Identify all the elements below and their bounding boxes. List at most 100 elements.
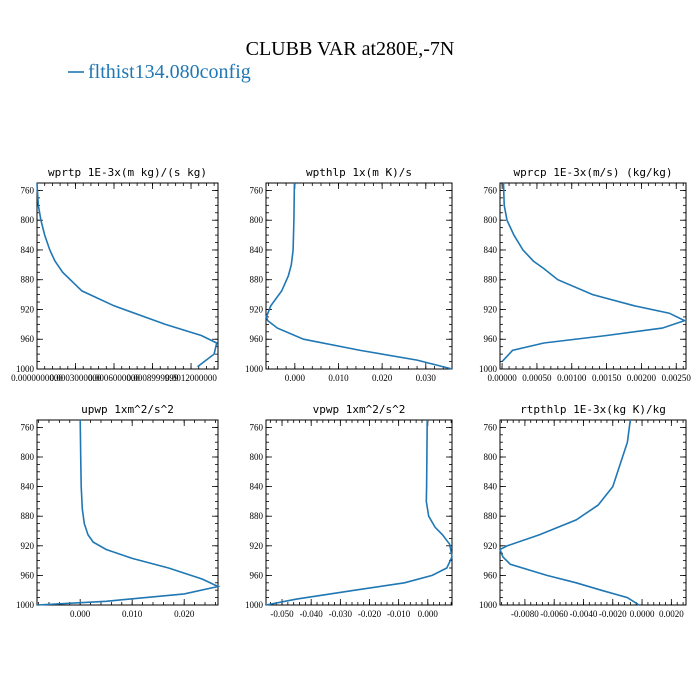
y-tick-label: 800 [250, 452, 264, 462]
panel-6: rtpthlp 1E-3x(kg K)/kg 760 800 840 880 920 960… [479, 403, 687, 619]
y-tick-label: 960 [484, 334, 498, 344]
y-tick-label: 760 [484, 422, 498, 432]
y-tick-label: 840 [250, 482, 264, 492]
x-tick-label: -0.0080 [511, 609, 539, 619]
y-tick-label: 1000 [245, 364, 264, 374]
y-tick-label: 1000 [16, 600, 35, 610]
y-tick-label: 800 [250, 215, 264, 225]
y-tick-label: 920 [250, 304, 264, 314]
y-tick-label: 960 [250, 570, 264, 580]
x-tick-label: 0.030 [416, 373, 437, 383]
x-tick-label: 0.00050 [522, 373, 552, 383]
panel-1: wprtp 1E-3x(m kg)/(s kg) 760 800 840 880 920 9… [11, 166, 219, 383]
y-tick-label: 1000 [16, 364, 35, 374]
y-tick-label: 880 [250, 511, 264, 521]
y-tick-label: 840 [484, 245, 498, 255]
y-tick-label: 840 [21, 245, 35, 255]
panel-title: upwp 1xm^2/s^2 [81, 403, 174, 416]
y-tick-label: 920 [484, 541, 498, 551]
legend: flthist134.080config [68, 61, 251, 83]
x-tick-label: -0.030 [329, 609, 353, 619]
plot-frame [265, 419, 453, 606]
x-tick-label: 0.020 [372, 373, 393, 383]
x-tick-label: 0.000 [285, 373, 306, 383]
y-tick-label: 960 [21, 334, 35, 344]
y-tick-label: 960 [250, 334, 264, 344]
panel-title: wprtp 1E-3x(m kg)/(s kg) [48, 166, 207, 179]
x-tick-label: 0.00250 [662, 373, 692, 383]
plot-frame [499, 182, 687, 370]
x-tick-label: 0.0008999999 [127, 373, 179, 383]
x-tick-label: 0.00000 [487, 373, 517, 383]
y-tick-label: 1000 [479, 600, 498, 610]
figure-title: CLUBB VAR at280E,-7N [246, 38, 455, 60]
y-tick-label: 960 [484, 570, 498, 580]
x-tick-label: 0.010 [328, 373, 349, 383]
x-tick-label: 0.0000000000 [11, 373, 63, 383]
x-tick-label: 0.00150 [592, 373, 622, 383]
y-tick-label: 920 [250, 541, 264, 551]
profile-line [36, 419, 221, 606]
y-tick-label: 960 [21, 570, 35, 580]
x-tick-label: 0.0003000000 [50, 373, 102, 383]
y-tick-label: 920 [21, 304, 35, 314]
panel-title: wpthlp 1x(m K)/s [306, 166, 412, 179]
x-tick-label: 0.0006000000 [88, 373, 140, 383]
y-tick-label: 880 [484, 511, 498, 521]
profile-line [265, 419, 453, 606]
y-tick-label: 1000 [245, 600, 264, 610]
plot-frame [36, 182, 219, 370]
panel-5: vpwp 1xm^2/s^2 760 800 840 880 920 960 1000 -0.0… [245, 403, 453, 619]
profile-line [498, 419, 640, 606]
x-tick-label: 0.00100 [557, 373, 587, 383]
y-tick-label: 880 [250, 275, 264, 285]
y-tick-label: 880 [484, 275, 498, 285]
x-tick-label: -0.040 [300, 609, 324, 619]
profile-line [265, 182, 453, 370]
panels: wprtp 1E-3x(m kg)/(s kg) 760 800 840 880 920 9… [11, 166, 691, 619]
y-tick-label: 800 [21, 452, 35, 462]
x-tick-label: 0.000 [70, 609, 91, 619]
panel-title: wprcp 1E-3x(m/s) (kg/kg) [514, 166, 673, 179]
profile-line [501, 182, 687, 363]
x-tick-label: -0.0060 [540, 609, 568, 619]
y-tick-label: 800 [21, 215, 35, 225]
y-tick-label: 880 [21, 511, 35, 521]
y-tick-label: 840 [21, 482, 35, 492]
y-tick-label: 800 [484, 452, 498, 462]
x-tick-label: 0.020 [174, 609, 195, 619]
panel-title: vpwp 1xm^2/s^2 [313, 403, 406, 416]
y-tick-label: 920 [484, 304, 498, 314]
x-tick-label: 0.0020 [659, 609, 684, 619]
x-tick-label: -0.050 [270, 609, 294, 619]
y-tick-label: 840 [250, 245, 264, 255]
x-tick-label: 0.00200 [627, 373, 657, 383]
x-tick-label: 0.010 [122, 609, 143, 619]
panel-4: upwp 1xm^2/s^2 760 800 840 880 920 960 1000 0.00… [16, 403, 221, 619]
x-tick-label: 0.0000 [630, 609, 655, 619]
plot-frame [499, 419, 687, 606]
x-tick-label: -0.020 [358, 609, 382, 619]
y-tick-label: 760 [21, 422, 35, 432]
y-tick-label: 920 [21, 541, 35, 551]
panel-3: wprcp 1E-3x(m/s) (kg/kg) 760 800 840 880 920 9… [479, 166, 691, 383]
y-tick-label: 840 [484, 482, 498, 492]
x-tick-label: 0.000 [418, 609, 439, 619]
y-tick-label: 880 [21, 275, 35, 285]
plot-frame [265, 182, 453, 370]
y-tick-label: 800 [484, 215, 498, 225]
y-tick-label: 760 [250, 185, 264, 195]
profile-line [36, 182, 218, 368]
y-tick-label: 760 [484, 185, 498, 195]
legend-label: flthist134.080config [88, 61, 251, 83]
plot-frame [36, 419, 219, 606]
x-tick-label: 0.0012000000 [165, 373, 217, 383]
y-tick-label: 760 [21, 185, 35, 195]
x-tick-label: -0.0020 [599, 609, 627, 619]
x-tick-label: -0.0040 [570, 609, 598, 619]
panel-2: wpthlp 1x(m K)/s 760 800 840 880 920 960 1000 0.… [245, 166, 453, 383]
panel-title: rtpthlp 1E-3x(kg K)/kg [520, 403, 666, 416]
x-tick-label: -0.010 [387, 609, 411, 619]
y-tick-label: 760 [250, 422, 264, 432]
